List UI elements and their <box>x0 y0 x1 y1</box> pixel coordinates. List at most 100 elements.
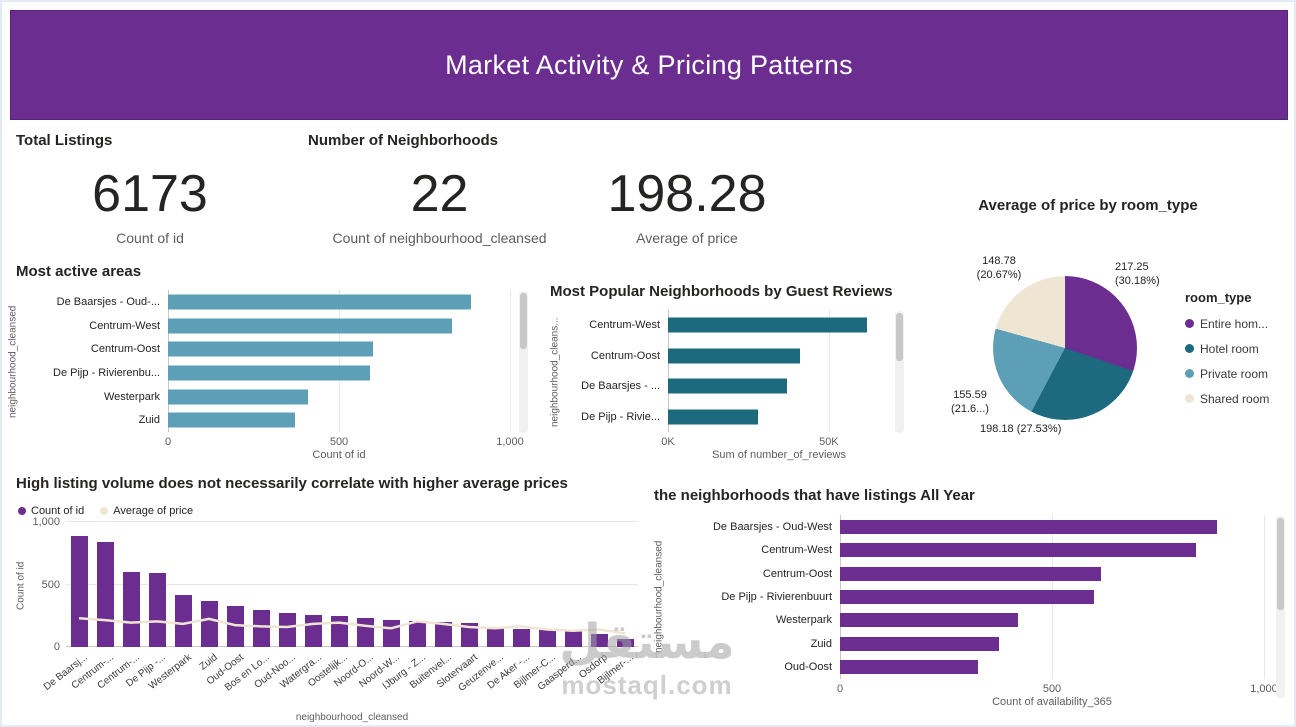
axis-tick-label: 0 <box>836 683 844 695</box>
bar[interactable] <box>840 660 978 675</box>
kpi-title: Number of Neighborhoods <box>308 132 498 149</box>
bar[interactable] <box>840 636 999 651</box>
scrollbar-thumb[interactable] <box>1277 518 1284 610</box>
scrollbar-thumb[interactable] <box>896 313 903 361</box>
bar-row <box>668 402 890 433</box>
bar[interactable] <box>252 609 270 647</box>
category-label: De Pijp - Rivierenbu... <box>53 366 160 379</box>
plot-area-wrap: 0 500 1,000 Count of id <box>165 290 524 461</box>
bar[interactable] <box>168 341 374 357</box>
pie-chart-title: Average of price by room_type <box>978 197 1198 214</box>
legend-item[interactable]: Hotel room <box>1185 336 1269 361</box>
bar[interactable] <box>168 294 471 310</box>
kpi-value: 6173 <box>92 165 208 223</box>
axis-tick-label: 1,000 <box>1250 683 1278 695</box>
category-label: Centrum-West <box>89 319 160 332</box>
bar[interactable] <box>538 630 556 647</box>
bar-row <box>840 515 1264 538</box>
bar[interactable] <box>460 623 478 647</box>
kpi-title: Total Listings <box>16 132 113 149</box>
bar[interactable] <box>840 566 1101 581</box>
plot-area <box>668 310 890 432</box>
bar-row <box>168 314 510 338</box>
category-label: De Pijp - Rivie... <box>581 410 660 423</box>
bar[interactable] <box>278 613 296 647</box>
pie-slice-label-shared-room: 148.78 (20.67%) <box>962 254 1036 283</box>
slice-value: 198.18 <box>980 423 1014 435</box>
bar[interactable] <box>122 572 140 647</box>
category-label: Centrum-Oost <box>90 343 160 356</box>
bar[interactable] <box>200 600 218 647</box>
scrollbar-thumb[interactable] <box>520 293 527 349</box>
price-by-roomtype-pie[interactable] <box>993 276 1137 420</box>
x-axis-ticks: 0 500 1,000 <box>165 432 524 448</box>
bar-row <box>840 656 1264 679</box>
bar[interactable] <box>668 409 759 425</box>
kpi-caption: Count of neighbourhood_cleansed <box>332 230 547 246</box>
combo-legend: Count of id Average of price <box>18 504 193 518</box>
bar[interactable] <box>590 633 608 647</box>
all-year-listings-scrollbar[interactable] <box>1276 516 1285 698</box>
bar[interactable] <box>840 519 1218 534</box>
legend-color-dot <box>18 507 26 515</box>
gridline <box>828 310 830 432</box>
legend-item[interactable]: Shared room <box>1185 386 1269 411</box>
category-label: Centrum-West <box>589 319 660 332</box>
volume-vs-price-title: High listing volume does not necessarily… <box>16 475 568 492</box>
legend-label: Entire hom... <box>1200 316 1269 331</box>
category-label: Centrum-Oost <box>590 349 660 362</box>
most-active-areas-chart: De Baarsjes - Oud-... Centrum-West Centrum… <box>38 290 524 466</box>
legend-label: Private room <box>1200 366 1269 381</box>
legend-item[interactable]: Entire hom... <box>1185 311 1269 336</box>
legend-item[interactable]: Private room <box>1185 361 1269 386</box>
all-year-listings-y-axis-label: neighbourhood_cleansed <box>653 540 665 654</box>
slice-percent: (27.53%) <box>1016 423 1062 435</box>
popular-by-reviews-title: Most Popular Neighborhoods by Guest Revi… <box>550 283 893 300</box>
most-active-areas-title: Most active areas <box>16 263 142 280</box>
popular-by-reviews-chart: Centrum-West Centrum-Oost De Baarsjes - ..… <box>566 310 890 466</box>
gridline <box>66 583 638 585</box>
bar[interactable] <box>616 638 634 647</box>
pie-slice-label-hotel-room: 198.18 (27.53%) <box>980 422 1061 436</box>
category-label: De Pijp - Rivierenbuurt <box>721 590 832 603</box>
bar[interactable] <box>408 620 426 647</box>
popular-by-reviews-scrollbar[interactable] <box>895 311 904 433</box>
bar[interactable] <box>840 589 1095 604</box>
bar[interactable] <box>564 631 582 647</box>
gridline <box>339 290 340 432</box>
axis-tick-label: 1,000 <box>496 436 524 448</box>
all-year-listings-title: the neighborhoods that have listings All… <box>654 487 975 504</box>
legend-label: Shared room <box>1200 391 1270 406</box>
legend-label: Count of id <box>31 505 85 517</box>
axis-tick-label: 1,000 <box>32 516 60 528</box>
legend-title: room_type <box>1185 290 1252 305</box>
bar[interactable] <box>840 613 1019 628</box>
bar[interactable] <box>668 378 788 394</box>
bar[interactable] <box>174 594 192 647</box>
bar[interactable] <box>840 543 1197 558</box>
bar[interactable] <box>226 605 244 647</box>
bar[interactable] <box>148 573 166 647</box>
bar[interactable] <box>168 365 370 381</box>
bar[interactable] <box>168 412 295 428</box>
y-axis-ticks: 1,000 500 0 <box>10 516 62 653</box>
kpi-caption: Count of id <box>116 230 184 246</box>
slice-percent: (21.6...) <box>951 403 989 416</box>
x-axis-label: neighbourhood_cleansed <box>295 712 409 723</box>
plot-area-wrap: 0K 50K Sum of number_of_reviews <box>661 310 890 461</box>
bar[interactable] <box>168 389 309 405</box>
legend-item[interactable]: Average of price <box>100 504 193 518</box>
category-label: Centrum-Oost <box>762 567 832 580</box>
bar[interactable] <box>434 622 452 647</box>
legend-item[interactable]: Count of id <box>18 504 84 518</box>
bar[interactable] <box>486 627 504 647</box>
bar[interactable] <box>668 317 868 333</box>
axis-tick-label: 50K <box>819 436 839 448</box>
most-active-areas-scrollbar[interactable] <box>519 291 528 433</box>
bar[interactable] <box>668 348 800 364</box>
bar[interactable] <box>168 318 452 333</box>
volume-vs-price-chart: High listing volume does not necessarily… <box>10 472 647 725</box>
axis-tick-label: 500 <box>329 436 349 448</box>
pie-slice-label-entire-home: 217.25 (30.18%) <box>1115 260 1160 289</box>
bar[interactable] <box>512 628 530 647</box>
